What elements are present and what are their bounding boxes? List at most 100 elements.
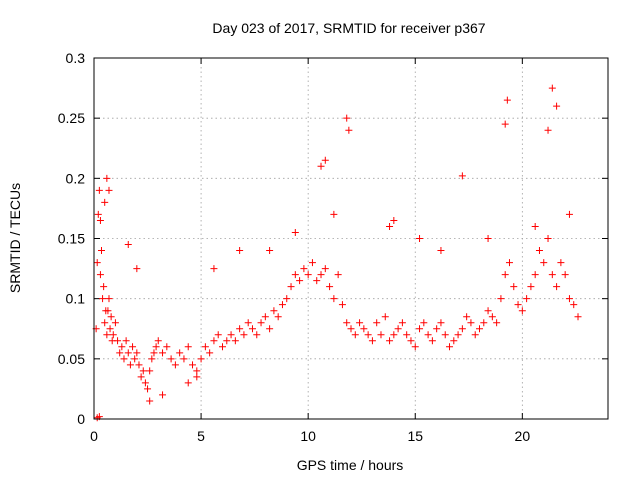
data-point — [373, 319, 381, 327]
data-point — [368, 337, 376, 345]
data-point — [236, 247, 244, 255]
data-point — [326, 283, 334, 291]
x-tick-label: 15 — [407, 428, 423, 444]
data-point — [124, 241, 132, 249]
data-point — [463, 313, 471, 321]
data-point — [570, 301, 578, 309]
data-point — [565, 295, 573, 303]
data-point — [437, 247, 445, 255]
data-point — [180, 355, 188, 363]
data-point — [210, 265, 218, 273]
data-point — [240, 331, 248, 339]
data-point — [244, 319, 252, 327]
data-point — [476, 325, 483, 333]
data-point — [219, 343, 226, 351]
data-point — [467, 319, 475, 327]
grid-lines — [94, 58, 608, 419]
data-point — [518, 307, 526, 315]
data-point — [398, 319, 406, 327]
data-point — [390, 216, 398, 224]
y-axis: 0 0.05 0.1 0.15 0.2 0.25 0.3 — [58, 50, 608, 427]
data-point — [544, 126, 552, 134]
data-point — [97, 247, 105, 255]
data-point — [313, 277, 321, 285]
data-point — [103, 174, 111, 182]
data-point — [330, 295, 338, 303]
data-point — [210, 337, 218, 345]
data-point — [291, 271, 299, 279]
data-point — [343, 319, 351, 327]
data-point — [120, 355, 128, 363]
data-point — [503, 96, 511, 104]
data-point — [424, 331, 432, 339]
data-point — [484, 235, 492, 242]
data-point — [193, 367, 201, 375]
data-point — [129, 343, 137, 351]
data-point — [146, 367, 154, 375]
data-point — [450, 337, 458, 345]
data-point — [553, 102, 561, 110]
data-point — [345, 126, 353, 134]
data-point — [278, 301, 286, 309]
data-point — [193, 373, 201, 381]
data-point — [150, 349, 158, 357]
data-point — [386, 337, 394, 345]
data-point — [214, 331, 222, 339]
data-point — [488, 313, 496, 321]
data-point — [420, 319, 428, 327]
data-point — [261, 313, 269, 321]
data-point — [139, 367, 147, 375]
data-point — [446, 343, 454, 351]
data-point — [167, 355, 175, 363]
data-point — [291, 228, 299, 236]
data-point — [253, 331, 261, 339]
data-point — [100, 283, 108, 291]
data-point — [184, 343, 192, 351]
data-point — [159, 349, 167, 357]
data-point — [471, 331, 479, 339]
data-point — [105, 186, 113, 194]
data-point — [454, 331, 462, 339]
data-point — [135, 361, 143, 369]
data-point — [428, 337, 436, 345]
data-point — [274, 313, 282, 321]
data-point — [360, 325, 368, 333]
data-point — [184, 379, 192, 387]
data-point — [144, 385, 152, 393]
data-point — [152, 343, 160, 351]
data-point — [206, 349, 214, 357]
data-point — [510, 283, 518, 291]
data-point — [111, 319, 119, 327]
data-point — [118, 343, 126, 351]
data-point — [514, 301, 522, 309]
data-point — [96, 216, 104, 224]
data-point — [407, 337, 415, 345]
data-point — [416, 235, 424, 242]
data-point — [437, 319, 445, 327]
data-point — [540, 259, 548, 267]
data-point — [304, 271, 312, 279]
y-tick-label: 0.15 — [58, 231, 85, 247]
data-point — [356, 319, 364, 327]
x-axis: 0 5 10 15 20 — [90, 58, 530, 444]
data-point — [381, 313, 389, 321]
x-axis-label: GPS time / hours — [297, 457, 404, 473]
data-point — [137, 373, 145, 381]
data-point — [553, 283, 561, 291]
data-point — [93, 414, 101, 422]
data-point — [330, 210, 338, 218]
data-point — [107, 313, 115, 321]
data-point — [561, 271, 569, 279]
data-point — [270, 307, 278, 315]
data-point — [505, 259, 513, 267]
y-axis-label: SRMTID / TECUs — [7, 183, 23, 293]
data-point — [189, 361, 197, 369]
data-point — [527, 283, 535, 291]
data-point — [334, 271, 342, 279]
data-point — [338, 301, 346, 309]
data-point — [308, 259, 316, 267]
data-point — [96, 271, 104, 279]
data-point — [133, 265, 141, 273]
data-points — [92, 84, 582, 422]
